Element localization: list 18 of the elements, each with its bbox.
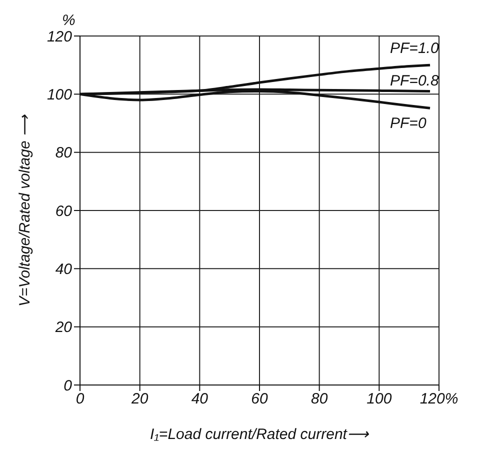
y-axis-title: V=Voltage/Rated voltage ⟶	[16, 114, 34, 306]
x-tick-label: 80	[310, 390, 328, 408]
y-tick-label: 80	[55, 144, 73, 162]
x-tick-label: 100	[366, 390, 392, 408]
y-tick-label: 100	[46, 86, 73, 104]
x-tick-label: 60	[251, 390, 268, 408]
y-tick-label: 40	[55, 260, 73, 278]
y-tick-label: 120	[46, 28, 73, 46]
series-label: PF=0	[390, 115, 427, 132]
x-tick-label: 120%	[420, 390, 458, 408]
x-tick-label: 0	[76, 390, 85, 408]
x-tick-label: 20	[130, 390, 149, 408]
y-tick-label: 60	[55, 202, 73, 220]
x-axis-title: I₁=Load current/Rated current⟶	[150, 426, 370, 443]
y-tick-label: 0	[64, 377, 73, 394]
text: %	[62, 12, 76, 29]
x-tick-label: 40	[191, 390, 209, 408]
y-tick-label: 20	[54, 319, 73, 336]
